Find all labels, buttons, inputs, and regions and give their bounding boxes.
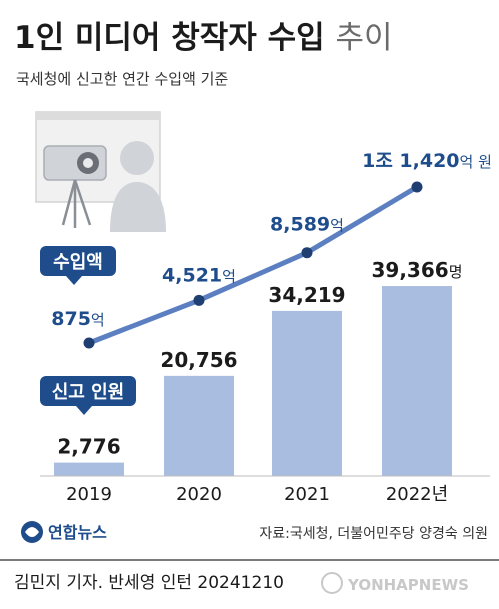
subtitle: 국세청에 신고한 연간 수입액 기준: [16, 70, 228, 88]
data-labels: 2,776 20,756 34,219 39,366명 875억 4,521억 8,589억…: [51, 150, 492, 459]
source-text: 자료:국세청, 더불어민주당 양경숙 의원: [259, 526, 488, 542]
watermark-text: YONHAPNEWS: [347, 576, 469, 594]
line-value-label-0: 875억: [51, 308, 104, 330]
credit-text: 김민지 기자. 반세영 인턴 20241210: [14, 573, 284, 593]
line-point-1: [193, 294, 205, 306]
line-point-2: [301, 247, 313, 259]
bar-value-label-3: 39,366명: [372, 258, 463, 282]
screen-top-bar: [36, 112, 160, 120]
line-unit-1: 억: [222, 267, 236, 285]
bar-3: [382, 286, 452, 476]
line-series: [83, 181, 423, 349]
income-tag: 수입액: [40, 246, 116, 285]
bar-1: [164, 375, 234, 476]
line-path: [86, 184, 420, 346]
watermark-icon: [321, 572, 343, 594]
line-point-0: [83, 337, 95, 349]
line-unit-0: 억: [91, 311, 105, 329]
line-value-label-1: 4,521억: [162, 264, 236, 286]
bar-2: [272, 310, 342, 476]
category-labels: 2019 2020 2021 2022년: [66, 484, 448, 505]
bar-series: [54, 286, 452, 476]
bar-0: [54, 462, 124, 476]
logo-text: 연합뉴스: [48, 523, 107, 542]
title-tail: 추이: [335, 20, 392, 56]
bar-value-label-0: 2,776: [57, 435, 120, 459]
category-label-0: 2019: [66, 484, 112, 505]
line-value-label-3: 1조 1,420억 원: [362, 150, 492, 172]
bar-unit: 명: [449, 263, 463, 281]
projector-illustration: [35, 111, 166, 232]
tripod-leg: [61, 179, 77, 226]
person-head: [120, 141, 154, 175]
reporters-tag-label: 신고 인원: [52, 382, 125, 403]
title-main: 1인 미디어 창작자 수입: [14, 20, 325, 56]
reporters-tag: 신고 인원: [40, 376, 136, 415]
category-label-3: 2022년: [386, 484, 448, 505]
category-label-2: 2021: [284, 484, 330, 505]
bar-value-label-1: 20,756: [160, 348, 237, 372]
page-title: 1인 미디어 창작자 수입 추이: [14, 20, 392, 56]
line-unit-3: 억 원: [460, 153, 492, 171]
income-tag-label: 수입액: [53, 251, 103, 273]
line-unit-2: 억: [330, 217, 344, 235]
category-label-1: 2020: [176, 484, 222, 505]
bar-value-label-2: 34,219: [268, 283, 345, 307]
line-point-3: [411, 181, 423, 193]
yonhap-logo: 연합뉴스: [21, 521, 107, 543]
line-value-label-2: 8,589억: [270, 214, 344, 236]
person-body: [110, 182, 166, 232]
watermark: YONHAPNEWS: [321, 572, 469, 594]
